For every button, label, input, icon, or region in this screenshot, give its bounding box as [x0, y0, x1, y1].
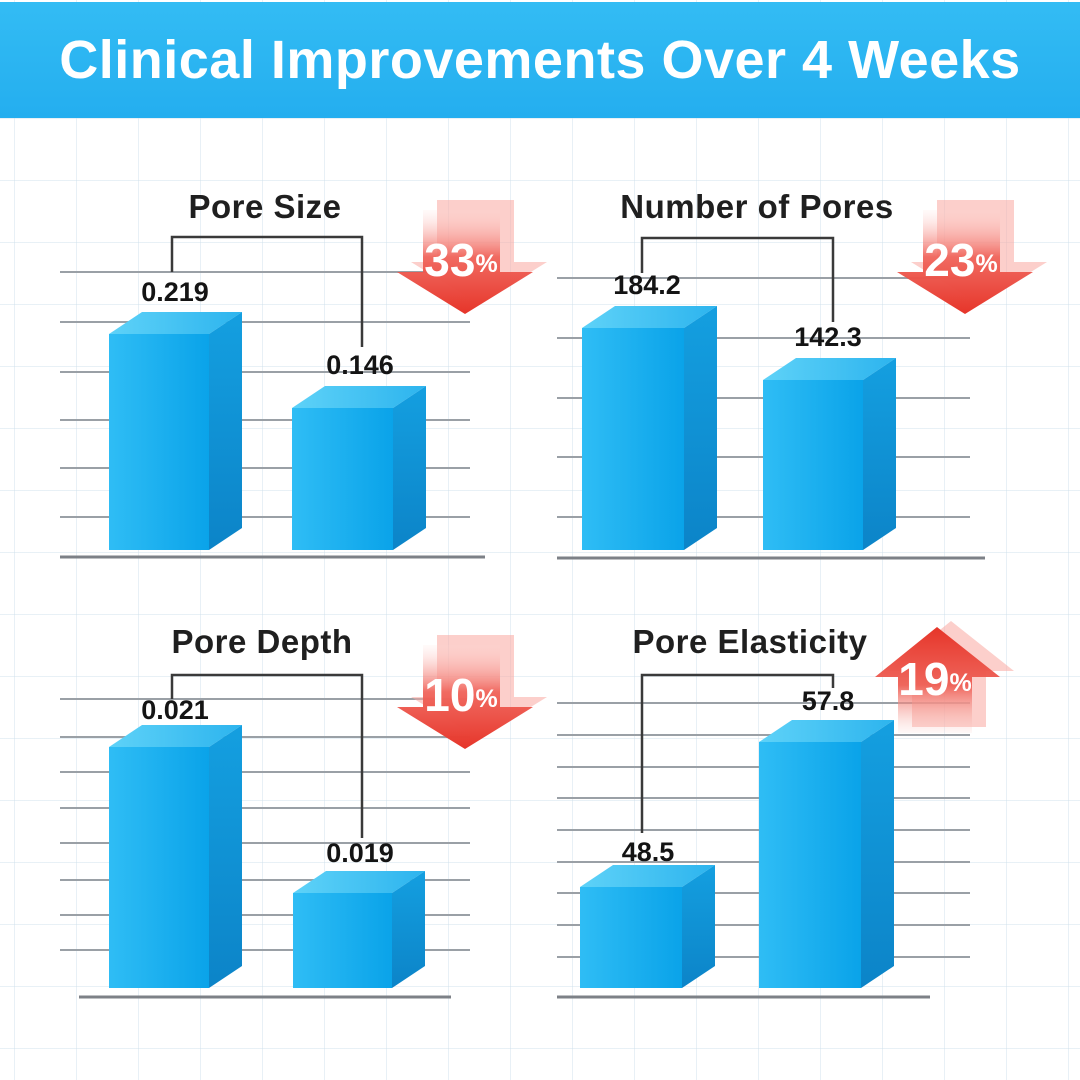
panel-title: Pore Depth: [171, 623, 352, 660]
percent-sign: %: [975, 250, 997, 278]
panel-pore-depth: 0.021 0.019 10% Pore Depth: [45, 615, 547, 1050]
percent-change-label: 23%: [924, 234, 997, 286]
value-before-label: 48.5: [622, 837, 675, 867]
bar-before: [109, 725, 242, 988]
bar-before: [582, 306, 717, 550]
chart-pore-depth: 0.021 0.019 10% Pore Depth: [60, 623, 547, 999]
header-title: Clinical Improvements Over 4 Weeks: [59, 30, 1021, 90]
value-after-label: 57.8: [802, 686, 855, 716]
panel-pore-size: 0.219 0.146 33% Pore Size: [45, 180, 547, 615]
change-arrow-down: 10%: [397, 635, 547, 749]
value-before-label: 184.2: [613, 270, 681, 300]
percent-value: 33: [424, 234, 475, 286]
chart-pore-size: 0.219 0.146 33% Pore Size: [60, 188, 547, 559]
bar-after: [759, 720, 894, 988]
percent-change-label: 10%: [424, 669, 497, 721]
bar-after: [292, 386, 426, 550]
panel-number-of-pores: 184.2 142.3 23% Number of Pores: [545, 180, 1047, 615]
chart-number-of-pores: 184.2 142.3 23% Number of Pores: [557, 188, 1047, 560]
bar-before: [109, 312, 242, 550]
percent-change-label: 19%: [898, 653, 971, 705]
value-before-label: 0.219: [141, 277, 209, 307]
comparison-bracket: [170, 235, 364, 347]
percent-sign: %: [475, 685, 497, 713]
panel-title: Number of Pores: [620, 188, 893, 225]
value-after-label: 0.146: [326, 350, 394, 380]
value-before-label: 0.021: [141, 695, 209, 725]
percent-change-label: 33%: [424, 234, 497, 286]
percent-sign: %: [949, 669, 971, 697]
comparison-bracket: [170, 673, 364, 838]
percent-value: 23: [924, 234, 975, 286]
header-banner: Clinical Improvements Over 4 Weeks: [0, 2, 1080, 118]
change-arrow-down: 23%: [897, 200, 1047, 314]
panel-title: Pore Size: [188, 188, 341, 225]
panel-pore-elasticity: 48.5 57.8 19% Pore Elasticity: [545, 615, 1035, 1050]
percent-value: 10: [424, 669, 475, 721]
panel-title: Pore Elasticity: [633, 623, 868, 660]
value-after-label: 142.3: [794, 322, 862, 352]
bar-after: [293, 871, 425, 988]
percent-sign: %: [475, 250, 497, 278]
chart-pore-elasticity: 48.5 57.8 19% Pore Elasticity: [557, 621, 1014, 999]
percent-value: 19: [898, 653, 949, 705]
bar-after: [763, 358, 896, 550]
comparison-bracket: [640, 673, 835, 833]
change-arrow-down: 33%: [397, 200, 547, 314]
bar-before: [580, 865, 715, 988]
comparison-bracket: [640, 236, 835, 322]
change-arrow-up: 19%: [875, 621, 1014, 733]
value-after-label: 0.019: [326, 838, 394, 868]
